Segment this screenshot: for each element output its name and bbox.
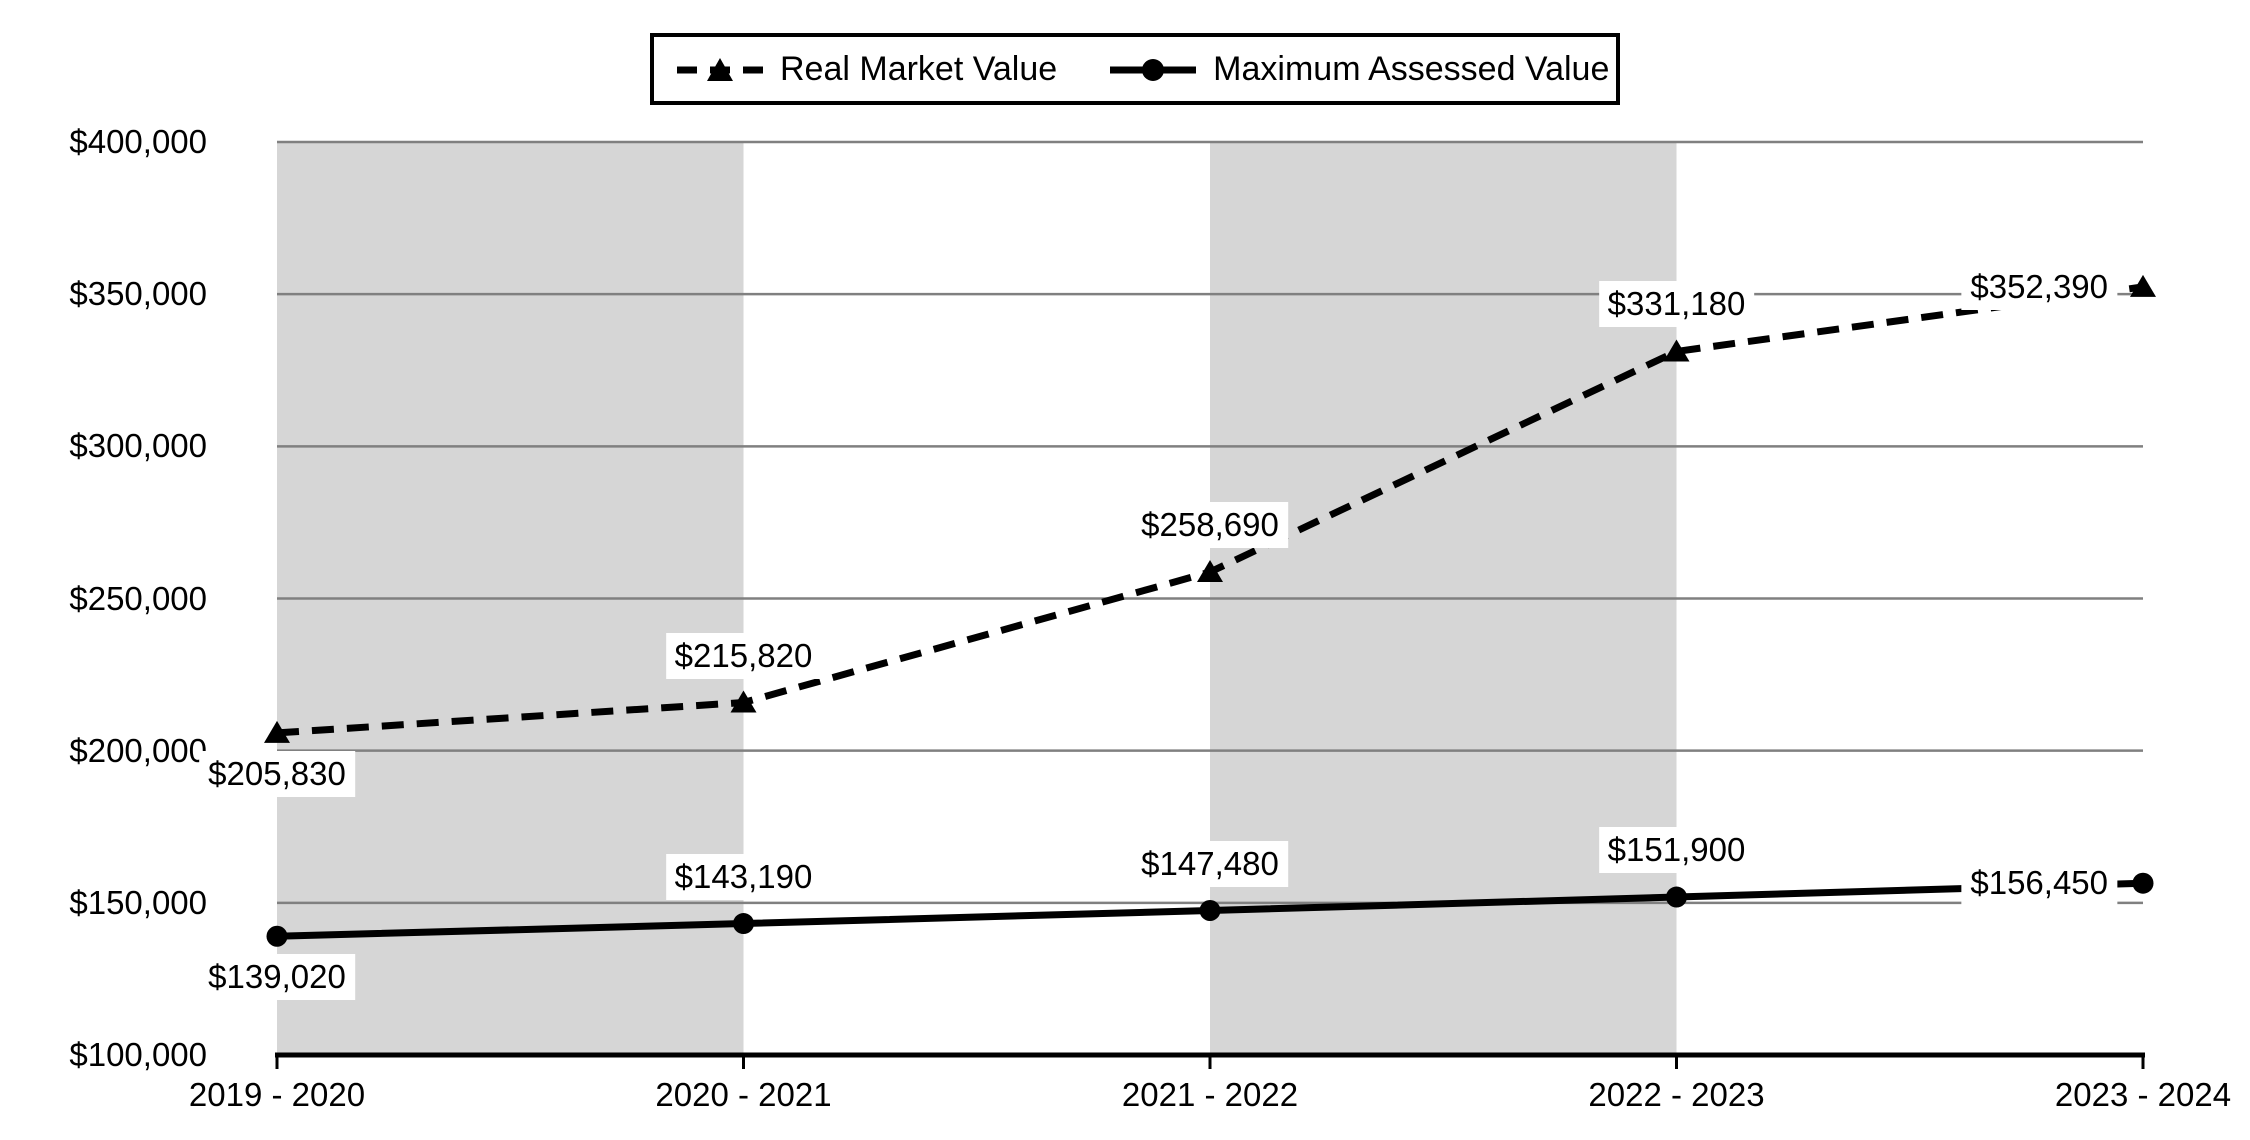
triangle-marker [2130,274,2156,297]
y-axis-label: $250,000 [69,579,207,617]
data-label: $139,020 [199,954,355,1001]
y-axis-label: $350,000 [69,275,207,313]
data-label: $156,450 [1961,860,2117,907]
legend-label: Maximum Assessed Value [1213,49,1610,88]
x-axis-label: 2020 - 2021 [655,1076,832,1113]
x-axis-label: 2019 - 2020 [188,1076,366,1113]
circle-marker [1666,886,1687,908]
data-label: $258,690 [1132,502,1288,549]
y-axis-label: $300,000 [69,427,207,465]
data-label: $215,820 [665,632,822,679]
circle-marker [1199,900,1221,922]
data-label: $151,900 [1598,827,1755,874]
x-axis-label: 2022 - 2023 [1588,1076,1765,1113]
triangle-marker [730,690,757,713]
data-label: $205,830 [199,750,355,797]
legend-item: Real Market Value [674,50,1057,89]
y-axis-label: $150,000 [69,883,207,921]
x-axis-label: 2021 - 2022 [1121,1076,1299,1113]
data-label: $331,180 [1598,281,1755,328]
legend-item: Maximum Assessed Value [1107,50,1609,89]
solid-line-circle-icon [1110,59,1197,81]
data-label: $147,480 [1132,840,1288,887]
y-axis-label: $200,000 [69,731,207,769]
dashed-line-triangle-icon [677,58,763,81]
circle-marker [2132,872,2154,894]
data-label: $143,190 [665,853,822,900]
triangle-marker [1663,339,1690,362]
legend: Real Market Value Maximum Assessed Value [650,33,1620,105]
y-axis-label: $400,000 [69,123,207,160]
legend-label: Real Market Value [780,49,1058,88]
data-label: $352,390 [1961,263,2117,310]
y-axis-label: $100,000 [69,1036,207,1073]
triangle-marker [1197,560,1223,583]
circle-marker [266,925,288,947]
x-axis-label: 2023 - 2024 [2054,1076,2232,1113]
circle-marker [733,913,754,935]
triangle-marker [264,720,290,743]
